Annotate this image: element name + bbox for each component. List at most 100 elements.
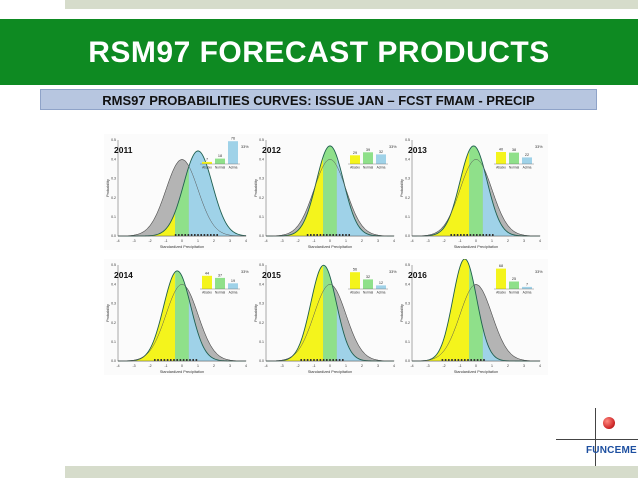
y-tick-label: 0.0	[259, 359, 264, 363]
sample-marker	[476, 359, 479, 361]
y-tick-label: 0.0	[111, 234, 116, 238]
sample-marker	[345, 234, 347, 236]
tercile-bar-label: 12	[379, 281, 383, 285]
sample-marker	[453, 234, 456, 236]
tercile-category-label: Normal	[363, 166, 374, 170]
sample-marker	[332, 234, 334, 236]
x-tick-label: 0	[329, 364, 331, 368]
x-tick-label: 0	[475, 364, 477, 368]
sample-marker	[306, 359, 309, 361]
sample-marker	[342, 234, 344, 236]
x-tick-label: 4	[245, 364, 247, 368]
x-tick-label: -2	[296, 239, 299, 243]
sample-marker	[448, 359, 450, 361]
sample-marker	[203, 234, 206, 236]
tercile-bar-label: 39	[366, 148, 370, 152]
y-tick-label: 0.1	[405, 340, 410, 344]
sample-marker	[476, 234, 478, 236]
sample-marker	[319, 234, 322, 236]
tercile-bar-label: 19	[231, 279, 235, 283]
tercile-bar	[522, 157, 532, 164]
climatology-pct-label: 33%	[535, 270, 543, 274]
x-tick-label: -4	[410, 364, 413, 368]
sample-marker	[310, 234, 312, 236]
y-tick-label: 0.2	[259, 321, 264, 325]
y-tick-label: 0.4	[259, 282, 264, 286]
below-normal-area	[412, 259, 470, 361]
x-tick-label: 2	[507, 239, 509, 243]
sample-marker	[467, 359, 469, 361]
sample-marker	[326, 234, 328, 236]
x-tick-label: -2	[296, 364, 299, 368]
sample-marker	[186, 359, 188, 361]
sample-marker	[316, 234, 318, 236]
y-axis-label: Probability	[254, 179, 258, 197]
normal-area	[469, 265, 483, 361]
normal-area	[323, 265, 337, 361]
page-title: RSM97 FORECAST PRODUCTS	[88, 36, 550, 69]
sample-marker	[197, 234, 199, 236]
climatology-pct-label: 33%	[389, 145, 397, 149]
sample-marker	[450, 234, 452, 236]
sample-marker	[463, 234, 465, 236]
x-tick-label: 1	[345, 364, 347, 368]
tercile-bar	[350, 155, 360, 164]
x-tick-label: 3	[523, 239, 525, 243]
logo-vertical-line	[595, 408, 596, 466]
title-banner: RSM97 FORECAST PRODUCTS	[0, 19, 638, 85]
x-axis-label: Standardized Precipitation	[454, 370, 498, 374]
tercile-bar	[228, 283, 238, 289]
tercile-bar	[350, 272, 360, 289]
year-label-2012: 2012	[262, 145, 281, 155]
sample-marker	[322, 359, 325, 361]
sample-marker	[316, 359, 318, 361]
tercile-bar	[215, 277, 225, 289]
tercile-bar	[202, 275, 212, 289]
forecast-curve	[412, 145, 540, 237]
x-tick-label: 2	[213, 239, 215, 243]
tercile-bar	[202, 161, 212, 164]
sample-marker	[335, 359, 338, 361]
x-tick-label: 1	[491, 364, 493, 368]
tercile-bar	[509, 281, 519, 289]
sample-marker	[457, 359, 460, 361]
x-axis-label: Standardized Precipitation	[308, 245, 352, 249]
y-tick-label: 0.4	[111, 157, 116, 161]
x-tick-label: -3	[280, 239, 283, 243]
y-tick-label: 0.1	[259, 215, 264, 219]
tercile-category-label: Acima	[523, 291, 532, 295]
sample-marker	[200, 234, 202, 236]
tercile-category-label: Abaixo	[350, 291, 360, 295]
x-tick-label: -3	[132, 364, 135, 368]
tercile-bar-label: 29	[353, 151, 357, 155]
sample-marker	[329, 359, 331, 361]
sample-marker	[190, 234, 193, 236]
sample-marker	[154, 359, 156, 361]
climatology-outline	[266, 284, 394, 362]
logo-horizontal-line	[556, 439, 638, 440]
x-tick-label: -3	[426, 364, 429, 368]
sample-marker	[306, 234, 309, 236]
x-tick-label: -4	[410, 239, 413, 243]
sample-marker	[322, 234, 325, 236]
forecast-panel-2011: -4 -3 -2 -1 0 1 2 3 4 0.0 0.1 0.2 0.3 0.4 0.5 Standardi…	[104, 134, 254, 250]
tercile-category-label: Abaixo	[202, 291, 212, 295]
sample-marker	[335, 234, 338, 236]
sample-marker	[470, 359, 472, 361]
year-label-2015: 2015	[262, 270, 281, 280]
y-tick-label: 0.3	[111, 302, 116, 306]
sample-marker	[483, 359, 485, 361]
sample-marker	[173, 359, 175, 361]
forecast-panel-2016: -4 -3 -2 -1 0 1 2 3 4 0.0 0.1 0.2 0.3 0.4 0.5 Standardi…	[398, 259, 548, 375]
year-label-2016: 2016	[408, 270, 427, 280]
y-tick-label: 0.2	[111, 321, 116, 325]
x-tick-label: -3	[280, 364, 283, 368]
x-tick-label: 3	[377, 239, 379, 243]
x-tick-label: 2	[361, 364, 363, 368]
above-normal-area	[336, 156, 394, 236]
sample-marker	[326, 359, 328, 361]
x-tick-label: 4	[245, 239, 247, 243]
sample-marker	[310, 359, 312, 361]
sample-marker	[332, 359, 334, 361]
climatology-outline	[118, 159, 246, 237]
